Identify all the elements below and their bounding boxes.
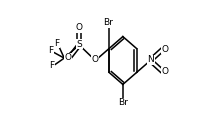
Text: Br: Br bbox=[118, 98, 128, 107]
Text: F: F bbox=[48, 46, 53, 55]
Text: O: O bbox=[65, 53, 72, 62]
Text: F: F bbox=[54, 39, 60, 48]
Text: O: O bbox=[161, 67, 168, 76]
Text: F: F bbox=[49, 61, 54, 70]
Text: N: N bbox=[148, 55, 154, 64]
Text: O: O bbox=[75, 23, 82, 32]
Text: O: O bbox=[92, 55, 99, 64]
Text: O: O bbox=[161, 45, 168, 54]
Text: S: S bbox=[76, 40, 82, 49]
Text: Br: Br bbox=[103, 18, 113, 27]
